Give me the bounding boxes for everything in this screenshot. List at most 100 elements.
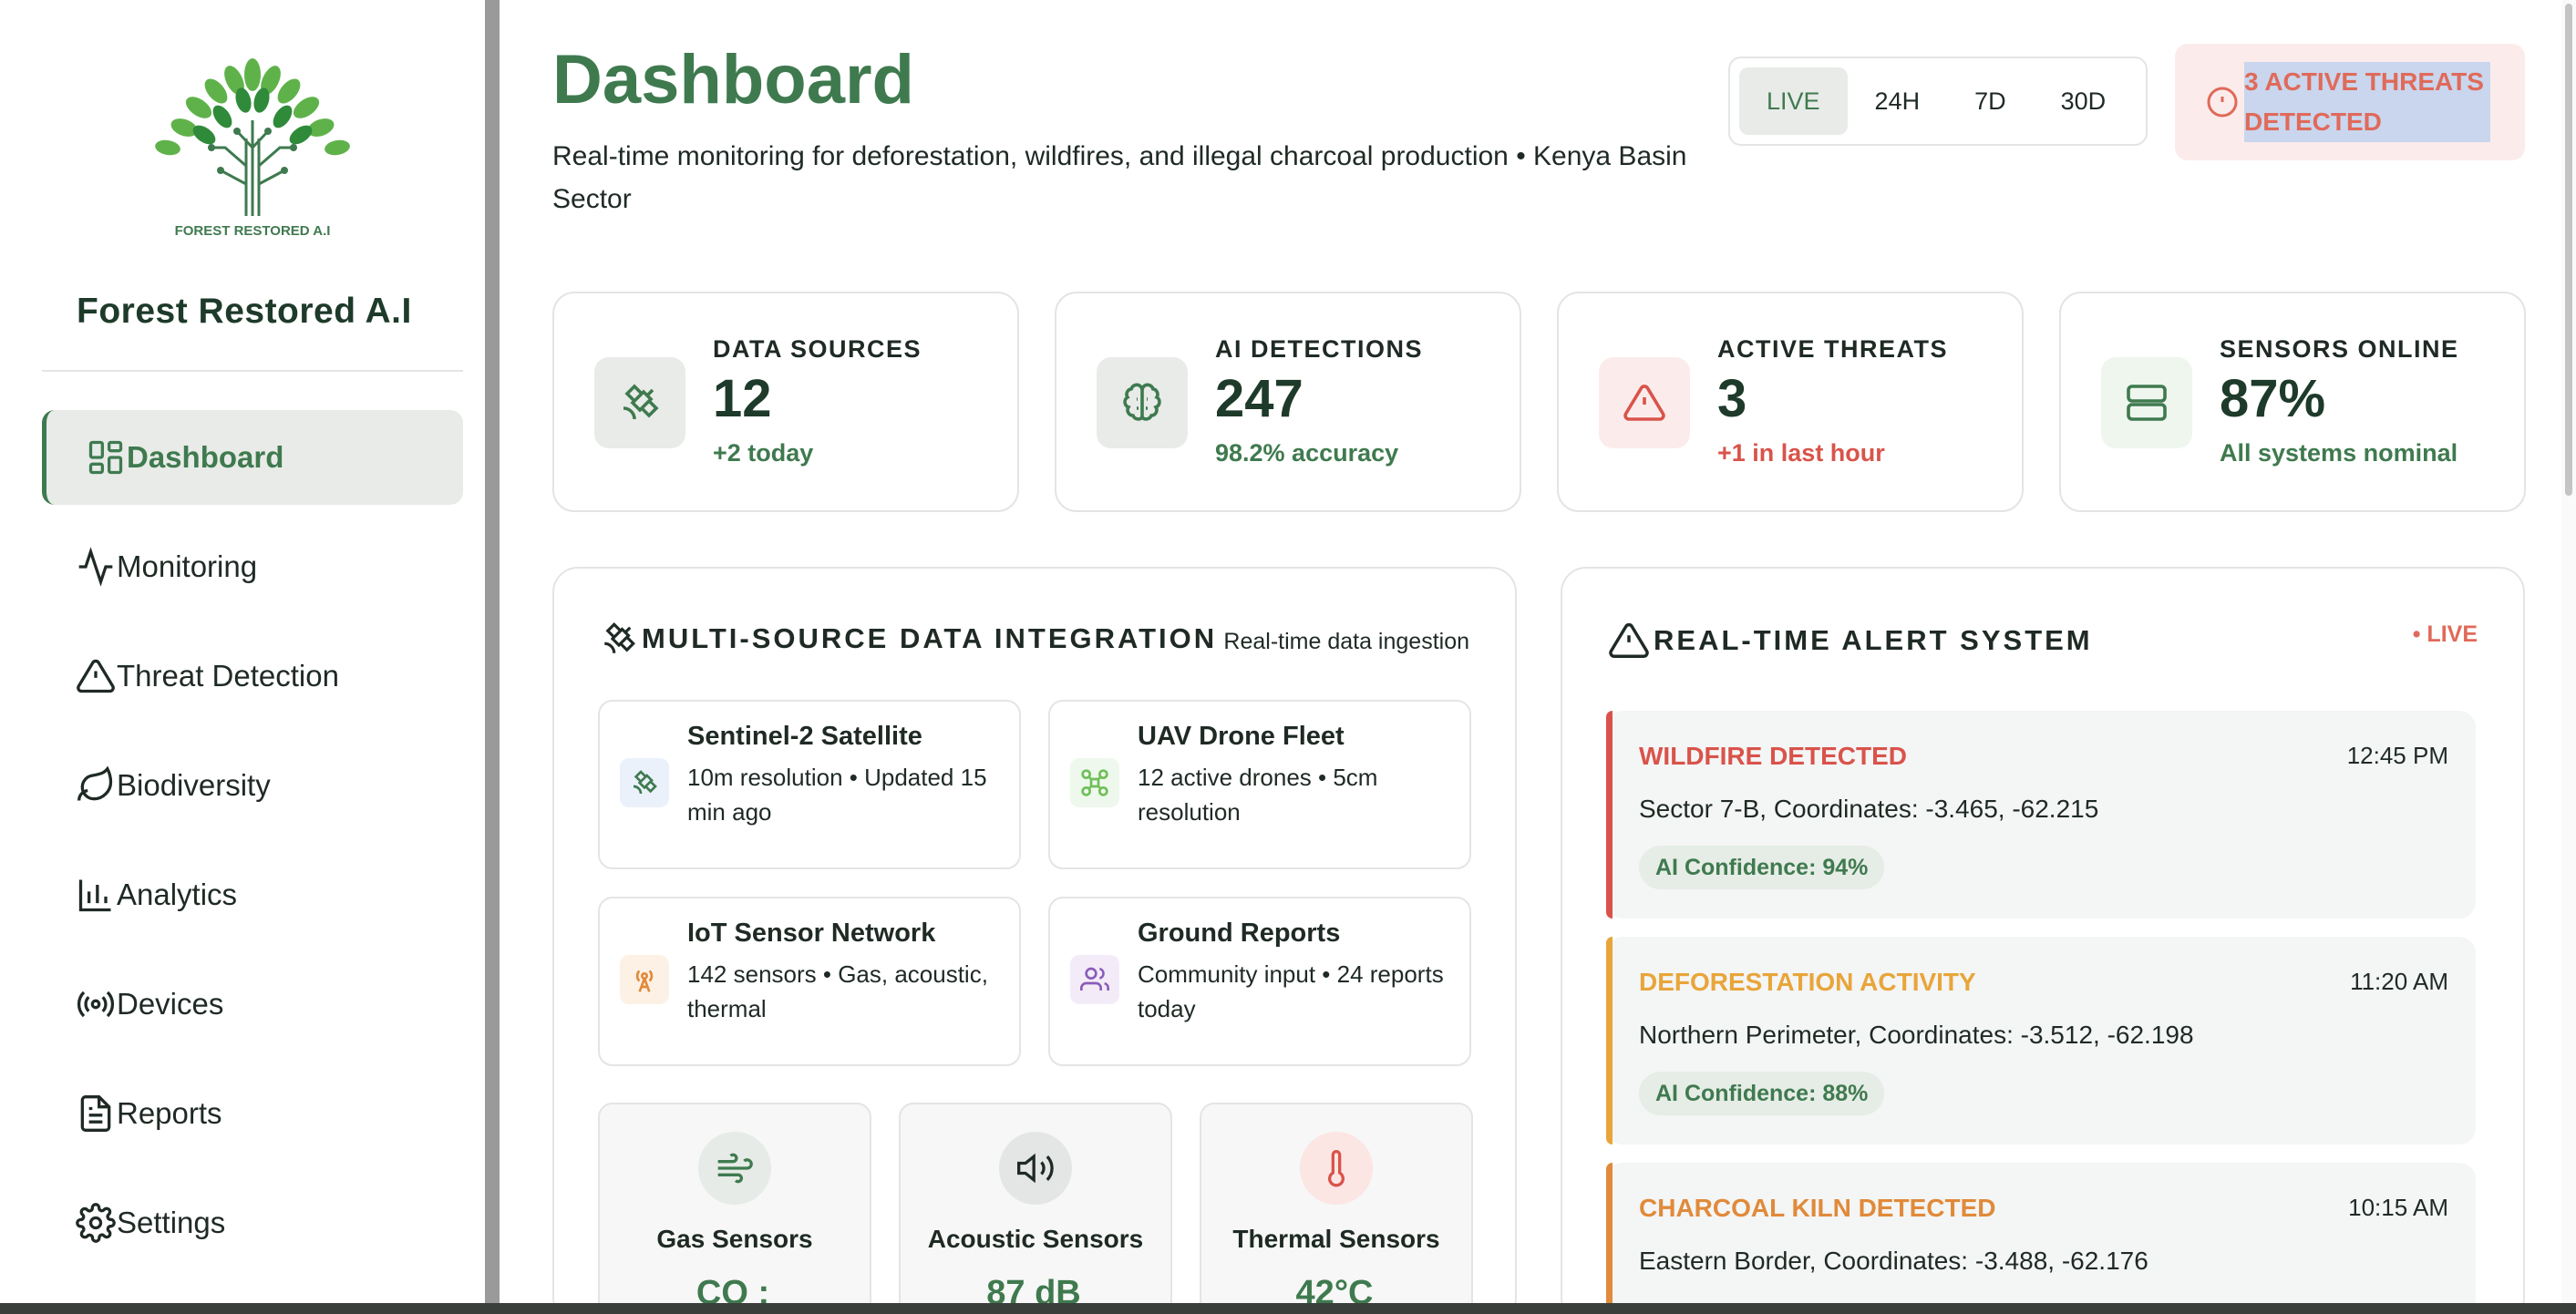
threat-banner-text: 3 ACTIVE THREATS DETECTED (2244, 62, 2490, 142)
source-desc: 10m resolution • Updated 15 min ago (687, 764, 987, 826)
sidebar-item-label: Dashboard (127, 440, 284, 474)
scrollbar-thumb[interactable] (2565, 4, 2572, 496)
source-card-uav[interactable]: UAV Drone Fleet 12 active drones • 5cm r… (1048, 700, 1471, 869)
sidebar-item-analytics[interactable]: Analytics (42, 847, 463, 942)
source-name: Ground Reports (1138, 919, 1341, 948)
range-24h-button[interactable]: 24H (1874, 87, 1921, 115)
stat-sub: +1 in last hour (1717, 439, 1885, 467)
sidebar-item-label: Settings (117, 1206, 226, 1239)
source-desc: 142 sensors • Gas, acoustic, thermal (687, 960, 988, 1022)
alert-wildfire[interactable]: WILDFIRE DETECTED 12:45 PM Sector 7-B, C… (1606, 711, 2476, 919)
alert-time: 11:20 AM (2350, 968, 2448, 995)
alert-charcoal-kiln[interactable]: CHARCOAL KILN DETECTED 10:15 AM Eastern … (1606, 1163, 2476, 1314)
warning-icon (75, 655, 117, 697)
stat-value: 87% (2220, 369, 2326, 428)
alert-color-bar (1606, 711, 1613, 919)
data-integration-panel: MULTI-SOURCE DATA INTEGRATION Real-time … (552, 567, 1517, 1314)
sensor-card-gas[interactable]: Gas Sensors (598, 1103, 871, 1314)
panel-header: MULTI-SOURCE DATA INTEGRATION (600, 620, 1217, 658)
source-name: Sentinel-2 Satellite (687, 722, 922, 751)
panel-note: Real-time data ingestion (1223, 629, 1469, 654)
source-card-ground-reports[interactable]: Ground Reports Community input • 24 repo… (1048, 897, 1471, 1066)
source-name: UAV Drone Fleet (1138, 722, 1345, 751)
forest-logo: FOREST RESTORED A.I (155, 58, 350, 239)
stat-label: ACTIVE THREATS (1717, 335, 1949, 363)
sidebar-nav: Dashboard Monitoring Threat Detection Bi… (42, 410, 463, 1285)
sidebar-item-label: Biodiversity (117, 768, 271, 802)
panel-title: REAL-TIME ALERT SYSTEM (1654, 624, 2093, 656)
range-30d-button[interactable]: 30D (2060, 87, 2107, 115)
users-icon (1070, 955, 1119, 1004)
range-7d-button[interactable]: 7D (1974, 87, 2006, 115)
stat-card-active-threats: ACTIVE THREATS 3 +1 in last hour (1557, 292, 2024, 512)
dashboard-icon (85, 436, 127, 478)
sidebar-item-threat-detection[interactable]: Threat Detection (42, 629, 463, 724)
warning-icon (1609, 623, 1649, 658)
page-subtitle: Real-time monitoring for deforestation, … (552, 141, 1687, 214)
panel-title: MULTI-SOURCE DATA INTEGRATION (642, 622, 1218, 654)
stat-value: 247 (1215, 369, 1303, 428)
sidebar-item-label: Reports (117, 1096, 222, 1130)
stat-card-sensors-online: SENSORS ONLINE 87% All systems nominal (2059, 292, 2526, 512)
alert-color-bar (1606, 1163, 1613, 1314)
sidebar-item-biodiversity[interactable]: Biodiversity (42, 738, 463, 833)
alert-color-bar (1606, 937, 1613, 1145)
sensor-name: Thermal Sensors (1232, 1225, 1440, 1253)
antenna-icon (620, 955, 669, 1004)
file-icon (75, 1093, 117, 1134)
alert-location: Northern Perimeter, Coordinates: -3.512,… (1639, 1021, 2194, 1049)
leaf-icon (75, 765, 117, 806)
sidebar-item-label: Analytics (117, 878, 238, 911)
sidebar-item-label: Monitoring (117, 549, 258, 583)
alert-confidence-badge: AI Confidence: 88% (1639, 1072, 1885, 1115)
alert-title: CHARCOAL KILN DETECTED (1639, 1194, 1996, 1222)
activity-icon (75, 546, 117, 588)
source-desc: 12 active drones • 5cm resolution (1138, 764, 1378, 826)
alert-confidence-badge: AI Confidence: 94% (1639, 846, 1885, 889)
bar-chart-icon (75, 874, 117, 916)
satellite-icon (594, 357, 685, 448)
panel-header: REAL-TIME ALERT SYSTEM (1608, 620, 2093, 662)
window-bottom-edge (0, 1303, 2576, 1314)
sidebar-item-label: Devices (117, 987, 224, 1021)
source-desc: Community input • 24 reports today (1138, 960, 1444, 1022)
alert-title: DEFORESTATION ACTIVITY (1639, 968, 1976, 996)
warning-icon (1599, 357, 1690, 448)
sidebar-item-monitoring[interactable]: Monitoring (42, 519, 463, 614)
gear-icon (75, 1202, 117, 1244)
sidebar: FOREST RESTORED A.I Forest Restored A.I … (0, 0, 500, 1303)
thermometer-icon (1300, 1132, 1373, 1205)
range-live-button[interactable]: LIVE (1739, 67, 1848, 135)
page-scrollbar[interactable] (2561, 0, 2576, 1303)
alert-time: 12:45 PM (2346, 742, 2448, 769)
sidebar-item-dashboard[interactable]: Dashboard (42, 410, 463, 505)
stat-card-ai-detections: AI DETECTIONS 247 98.2% accuracy (1055, 292, 1521, 512)
drone-icon (1070, 758, 1119, 807)
stat-value: 3 (1717, 369, 1747, 428)
stat-value: 12 (713, 369, 772, 428)
sidebar-item-settings[interactable]: Settings (42, 1175, 463, 1270)
time-range-selector: LIVE 24H 7D 30D (1728, 56, 2148, 146)
alert-deforestation[interactable]: DEFORESTATION ACTIVITY 11:20 AM Northern… (1606, 937, 2476, 1145)
source-card-sentinel[interactable]: Sentinel-2 Satellite 10m resolution • Up… (598, 700, 1021, 869)
sidebar-item-reports[interactable]: Reports (42, 1066, 463, 1161)
sensor-name: Gas Sensors (656, 1225, 813, 1253)
logo-text: FOREST RESTORED A.I (175, 223, 331, 239)
server-icon (2101, 357, 2192, 448)
brain-icon (1097, 357, 1188, 448)
sidebar-item-devices[interactable]: Devices (42, 957, 463, 1052)
sensor-card-acoustic[interactable]: Acoustic Sensors (899, 1103, 1172, 1314)
sensor-card-thermal[interactable]: Thermal Sensors (1200, 1103, 1473, 1314)
source-card-iot[interactable]: IoT Sensor Network 142 sensors • Gas, ac… (598, 897, 1021, 1066)
alert-location: Eastern Border, Coordinates: -3.488, -62… (1639, 1247, 2148, 1275)
radio-icon (75, 983, 117, 1025)
sidebar-item-label: Threat Detection (117, 659, 339, 693)
stat-label: SENSORS ONLINE (2220, 335, 2459, 363)
wind-icon (698, 1132, 771, 1205)
brand-name: Forest Restored A.I (77, 292, 412, 331)
alert-location: Sector 7-B, Coordinates: -3.465, -62.215 (1639, 795, 2099, 823)
page-title: Dashboard (552, 41, 914, 118)
alert-circle-icon (2206, 86, 2239, 118)
stat-card-data-sources: DATA SOURCES 12 +2 today (552, 292, 1019, 512)
active-threats-banner[interactable]: 3 ACTIVE THREATS DETECTED (2175, 44, 2525, 160)
